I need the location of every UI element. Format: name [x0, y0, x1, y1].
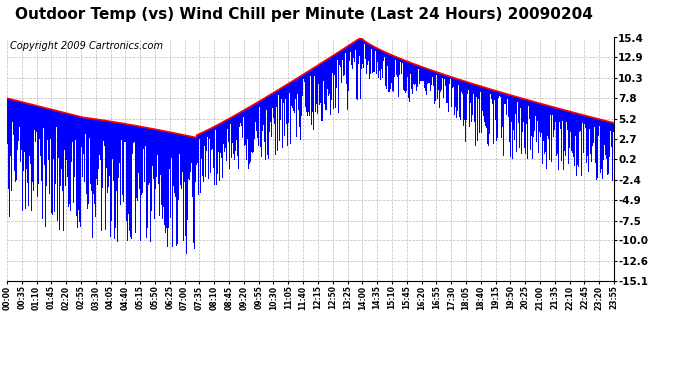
Text: Copyright 2009 Cartronics.com: Copyright 2009 Cartronics.com	[10, 41, 163, 51]
Text: Outdoor Temp (vs) Wind Chill per Minute (Last 24 Hours) 20090204: Outdoor Temp (vs) Wind Chill per Minute …	[14, 8, 593, 22]
